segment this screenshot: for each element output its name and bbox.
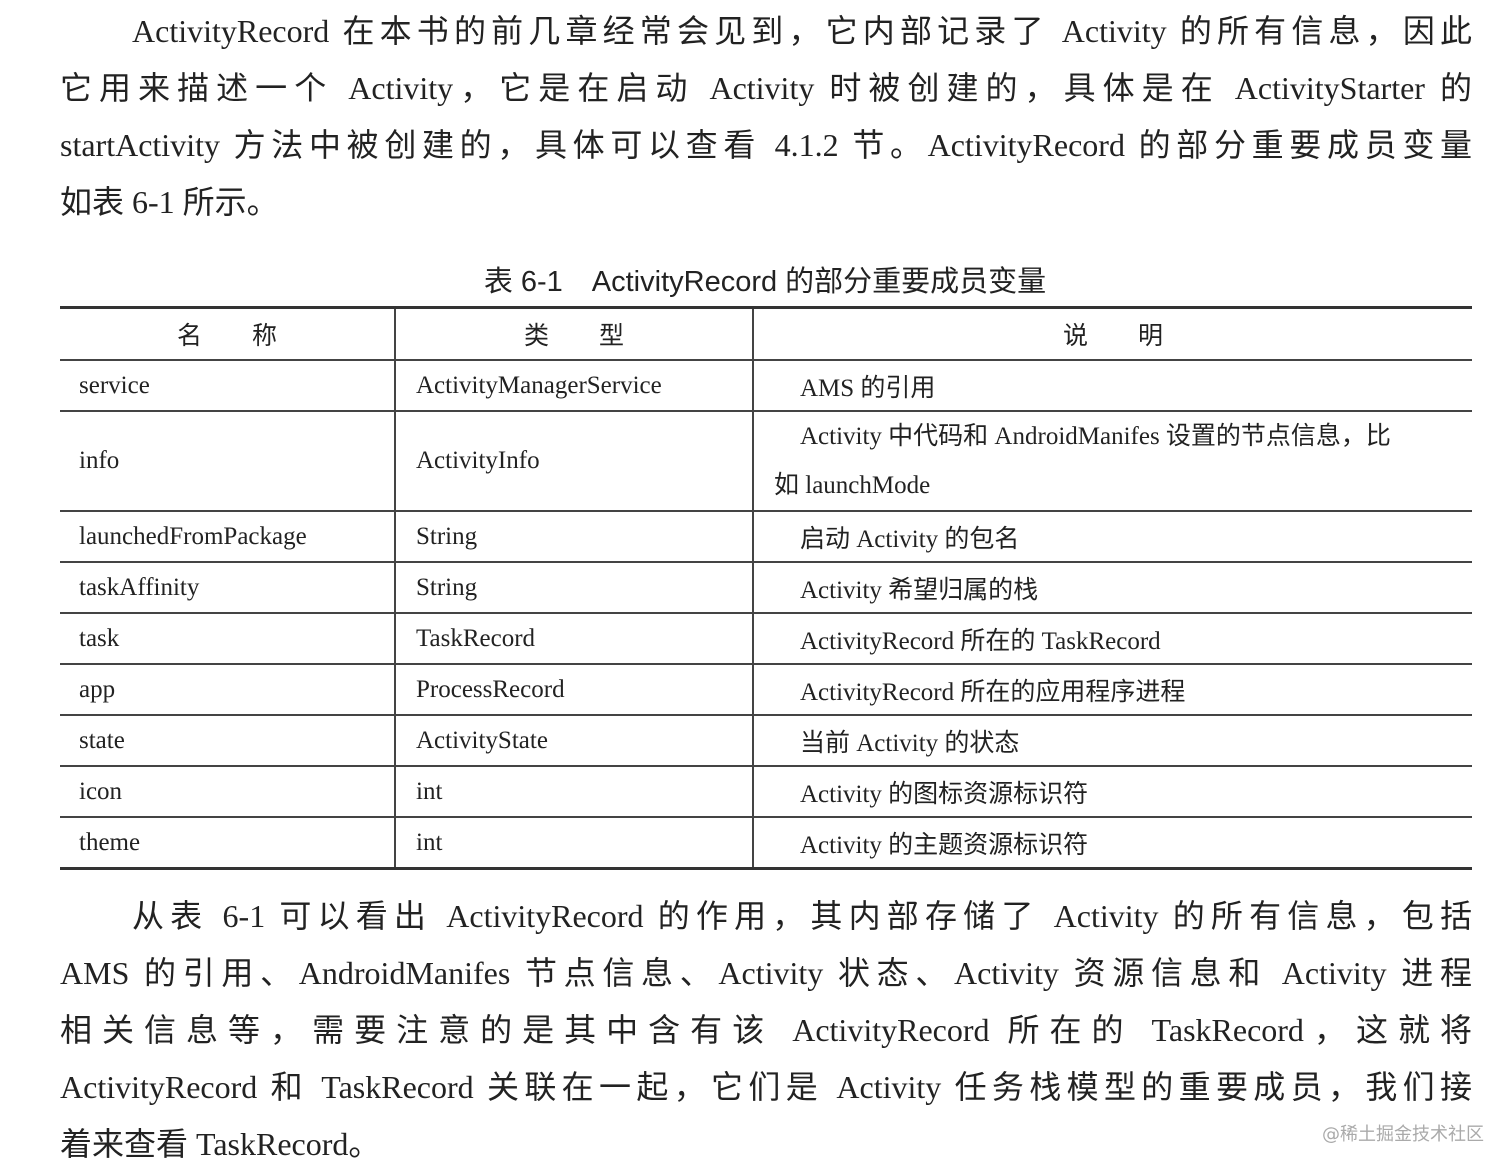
text-line: 如表 6-1 所示。 [60,184,279,220]
description-line: 如 launchMode [774,472,931,499]
cell-description: AMS 的引用 [752,360,1472,412]
cell-name: taskAffinity [60,562,395,614]
text-line: 相关信息等，需要注意的是其中含有该 ActivityRecord 所在的 Tas… [60,1012,1472,1048]
table-row: theme int Activity 的主题资源标识符 [60,817,1472,870]
cell-type: int [394,817,753,870]
text-line: 从表 6-1 可以看出 ActivityRecord 的作用，其内部存储了 Ac… [132,898,1472,934]
table-caption: 表 6-1 ActivityRecord 的部分重要成员变量 [483,266,1047,298]
cell-description: Activity 的图标资源标识符 [752,766,1472,818]
cell-description: 启动 Activity 的包名 [752,511,1472,563]
header-type: 类 型 [394,307,753,361]
summary-paragraph: 从表 6-1 可以看出 ActivityRecord 的作用，其内部存储了 Ac… [60,888,1472,1173]
text-line: startActivity 方法中被创建的，具体可以查看 4.1.2 节。Act… [60,127,1472,163]
cell-type: ActivityInfo [394,411,753,512]
cell-description: ActivityRecord 所在的 TaskRecord [752,613,1472,665]
cell-name: theme [60,817,395,870]
cell-name: service [60,360,395,412]
cell-name: launchedFromPackage [60,511,395,563]
cell-type: ProcessRecord [394,664,753,716]
cell-type: ActivityState [394,715,753,767]
table-row: app ProcessRecord ActivityRecord 所在的应用程序进程 [60,664,1472,716]
watermark: @稀土掘金技术社区 [1322,1124,1484,1145]
cell-type: ActivityManagerService [394,360,753,412]
table-header-row: 名 称 类 型 说 明 [60,307,1472,361]
cell-type: String [394,562,753,614]
table-row: state ActivityState 当前 Activity 的状态 [60,715,1472,767]
cell-type: String [394,511,753,563]
cell-name: app [60,664,395,716]
cell-type: TaskRecord [394,613,753,665]
cell-name: info [60,411,395,512]
cell-type: int [394,766,753,818]
text-line: 它用来描述一个 Activity，它是在启动 Activity 时被创建的，具体… [60,70,1472,106]
table-row: launchedFromPackage String 启动 Activity 的包名 [60,511,1472,563]
text-line: AMS 的引用、AndroidManifes 节点信息、Activity 状态、… [60,955,1472,991]
table-row: service ActivityManagerService AMS 的引用 [60,360,1472,412]
cell-name: state [60,715,395,767]
table-row: taskAffinity String Activity 希望归属的栈 [60,562,1472,614]
cell-name: icon [60,766,395,818]
table-row: icon int Activity 的图标资源标识符 [60,766,1472,818]
cell-name: task [60,613,395,665]
intro-paragraph: ActivityRecord 在本书的前几章经常会见到，它内部记录了 Activ… [60,3,1472,231]
cell-description: Activity 的主题资源标识符 [752,817,1472,870]
table-row: task TaskRecord ActivityRecord 所在的 TaskRec… [60,613,1472,665]
description-line: Activity 中代码和 AndroidManifes 设置的节点信息，比 [800,423,1391,450]
header-name: 名 称 [60,307,395,361]
text-line: ActivityRecord 和 TaskRecord 关联在一起，它们是 Ac… [60,1069,1472,1105]
cell-description: Activity 中代码和 AndroidManifes 设置的节点信息，比如 … [752,411,1472,512]
cell-description: 当前 Activity 的状态 [752,715,1472,767]
header-description: 说 明 [752,307,1472,361]
cell-description: Activity 希望归属的栈 [752,562,1472,614]
text-line: 着来查看 TaskRecord。 [60,1126,381,1162]
cell-description: ActivityRecord 所在的应用程序进程 [752,664,1472,716]
table-row: info ActivityInfo Activity 中代码和 AndroidMan… [60,411,1472,512]
text-line: ActivityRecord 在本书的前几章经常会见到，它内部记录了 Activ… [132,13,1472,49]
member-variables-table: 名 称 类 型 说 明 service ActivityManagerServic… [60,306,1472,870]
